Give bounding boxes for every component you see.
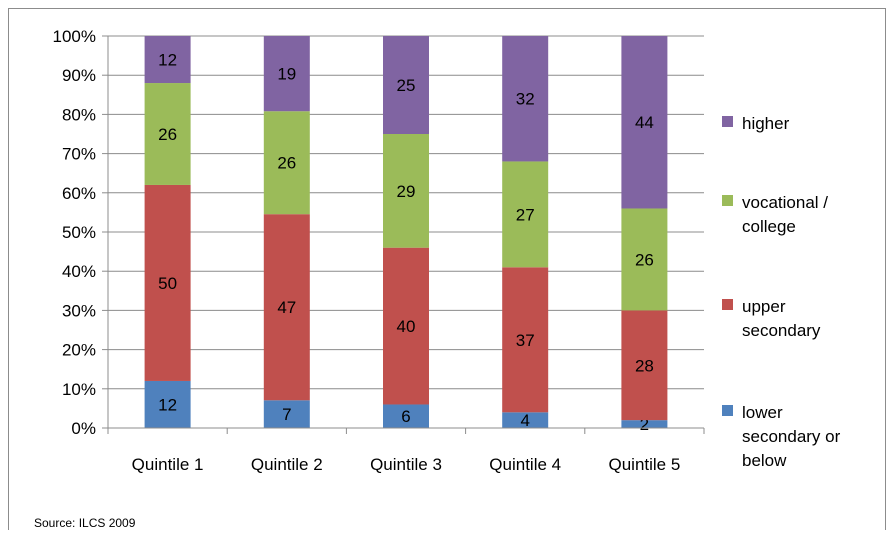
bar-segment-label: 28: [635, 356, 654, 375]
y-tick-label: 10%: [62, 380, 96, 399]
bar-segment: [263, 214, 310, 401]
bar-segment-label: 2: [640, 415, 649, 434]
bars: 12 50 26 12 7 47 26 19 6 40 29 25 4 37 27 32 2 28 26 44: [144, 36, 668, 434]
legend-swatch: [722, 116, 733, 127]
y-tick-label: 90%: [62, 66, 96, 85]
bar-segment-label: 47: [277, 298, 296, 317]
bar-segment-label: 29: [397, 182, 416, 201]
x-tick-label: Quintile 3: [370, 455, 442, 474]
bar-segment: [263, 36, 310, 112]
legend-label: below: [742, 451, 787, 470]
bar-segment: [144, 36, 191, 84]
bar-segment: [144, 380, 191, 428]
bar-segment: [144, 83, 191, 185]
y-tick-label: 0%: [71, 419, 96, 438]
bar-segment-label: 40: [397, 317, 416, 336]
y-tick-label: 50%: [62, 223, 96, 242]
legend-label: vocational /: [742, 193, 828, 212]
y-tick-label: 70%: [62, 145, 96, 164]
bar-segment-label: 26: [635, 250, 654, 269]
bar-segment-label: 32: [516, 90, 535, 109]
x-tick-label: Quintile 5: [608, 455, 680, 474]
bar-segment: [263, 111, 310, 215]
bar-segment-label: 25: [397, 76, 416, 95]
bar-segment: [144, 184, 191, 381]
bar-segment: [383, 134, 429, 248]
y-tick-label: 40%: [62, 262, 96, 281]
y-tick-label: 20%: [62, 341, 96, 360]
y-tick-label: 60%: [62, 184, 96, 203]
y-tick-label: 80%: [62, 105, 96, 124]
bar-segment: [502, 36, 549, 162]
bar-segment: [263, 400, 310, 428]
legend-label: lower: [742, 403, 783, 422]
bar-segment: [621, 310, 668, 421]
legend-label: secondary: [742, 321, 821, 340]
bar-segment: [621, 420, 668, 428]
bar-segment-label: 37: [516, 331, 535, 350]
y-tick-label: 100%: [53, 27, 96, 46]
bar-segment: [502, 161, 549, 268]
legend-swatch: [722, 195, 733, 206]
bar-segment: [383, 404, 429, 428]
x-tick-label: Quintile 1: [132, 455, 204, 474]
bar-segment-label: 50: [158, 274, 177, 293]
legend-label: higher: [742, 114, 790, 133]
legend-label: secondary or: [742, 427, 841, 446]
y-tick-label: 30%: [62, 301, 96, 320]
bar-segment-label: 26: [277, 154, 296, 173]
bar-segment-label: 4: [520, 411, 529, 430]
bar-segment-label: 19: [277, 65, 296, 84]
bar-segment-label: 6: [401, 407, 410, 426]
axes: 0% 10% 20% 30% 40% 50% 60% 70% 80% 90% 100% Quintil…: [53, 27, 705, 474]
bar-segment-label: 7: [282, 405, 291, 424]
x-tick-label: Quintile 2: [251, 455, 323, 474]
bar-segment: [383, 36, 429, 134]
source-note: Source: ILCS 2009: [34, 516, 136, 530]
x-tick-label: Quintile 4: [489, 455, 561, 474]
chart-frame: [8, 8, 886, 530]
bar-segment-label: 12: [158, 51, 177, 70]
legend-label: upper: [742, 297, 786, 316]
legend: higher vocational / college upper secondary l…: [722, 114, 841, 470]
bar-segment-label: 27: [516, 205, 535, 224]
legend-swatch: [722, 405, 733, 416]
legend-swatch: [722, 299, 733, 310]
bar-segment: [502, 412, 549, 428]
bar-segment-label: 12: [158, 395, 177, 414]
bar-segment-label: 44: [635, 113, 654, 132]
bar-segment-label: 26: [158, 125, 177, 144]
bar-segment: [621, 36, 668, 209]
legend-label: college: [742, 217, 796, 236]
bar-segment: [383, 247, 429, 405]
bar-segment: [502, 267, 549, 413]
bar-segment: [621, 208, 668, 311]
